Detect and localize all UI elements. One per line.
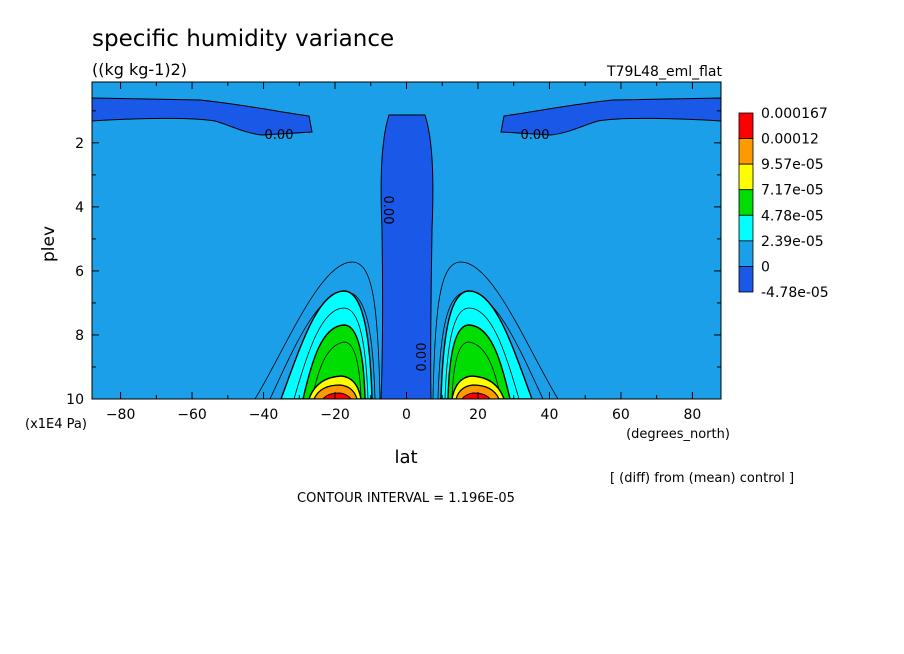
y-tick-label: 4	[75, 200, 84, 216]
x-tick-label: 80	[683, 407, 701, 423]
legend-swatch	[738, 240, 754, 267]
legend-label: 9.57e-05	[761, 157, 824, 173]
legend-label: 0.00012	[761, 132, 819, 148]
x-tick-label: −20	[320, 407, 350, 423]
x-tick-label: −60	[177, 407, 207, 423]
positive-lobe-south	[254, 261, 381, 399]
axis-ticks: −80 −60 −40 −20 0 20 40 60 80 2 4 6 8 10	[66, 82, 721, 423]
legend-swatch	[738, 163, 754, 191]
x-tick-label: −80	[106, 407, 136, 423]
negative-region-upper-left	[92, 97, 313, 136]
color-legend: 0.000167 0.00012 9.57e-05 7.17e-05 4.78e-05 2…	[738, 106, 829, 301]
legend-swatch	[738, 214, 754, 242]
x-tick-label: 20	[469, 407, 487, 423]
y-tick-label: 6	[75, 264, 84, 280]
diff-note: [ (diff) from (mean) control ]	[610, 471, 794, 486]
contour-label: 0.00	[521, 128, 550, 143]
y-axis-label: plev	[39, 226, 59, 262]
x-tick-label: 60	[612, 407, 630, 423]
contour-label: 0.00	[380, 196, 395, 225]
legend-label: 0	[761, 259, 770, 275]
legend-swatch	[738, 112, 754, 139]
negative-region-equator	[380, 114, 434, 399]
negative-region-upper-right	[500, 97, 721, 136]
x-tick-label: 40	[541, 407, 559, 423]
units-label: ((kg kg-1)2)	[92, 60, 187, 79]
contour-label: 0.00	[415, 343, 430, 372]
legend-swatch	[738, 138, 754, 165]
y-tick-label: 10	[66, 392, 84, 408]
contour-label: 0.00	[265, 128, 294, 143]
y-axis-units: (x1E4 Pa)	[25, 417, 87, 432]
x-axis-units: (degrees_north)	[626, 427, 730, 442]
chart-title: specific humidity variance	[92, 26, 394, 52]
experiment-label: T79L48_eml_flat	[606, 64, 723, 80]
legend-label: 0.000167	[761, 106, 828, 122]
legend-swatch	[738, 266, 754, 293]
legend-label: 2.39e-05	[761, 234, 824, 250]
legend-label: -4.78e-05	[761, 285, 829, 301]
x-axis-label: lat	[394, 447, 417, 468]
y-tick-label: 8	[75, 328, 84, 344]
x-tick-label: −40	[249, 407, 279, 423]
contour-interval: CONTOUR INTERVAL = 1.196E-05	[297, 491, 515, 506]
legend-swatch	[738, 189, 754, 216]
contour-field: 0.00 0.00 0.00 0.00	[92, 82, 721, 399]
x-tick-label: 0	[402, 407, 411, 423]
legend-label: 4.78e-05	[761, 208, 824, 224]
legend-label: 7.17e-05	[761, 183, 824, 199]
positive-lobe-north	[432, 261, 559, 399]
y-tick-label: 2	[75, 136, 84, 152]
